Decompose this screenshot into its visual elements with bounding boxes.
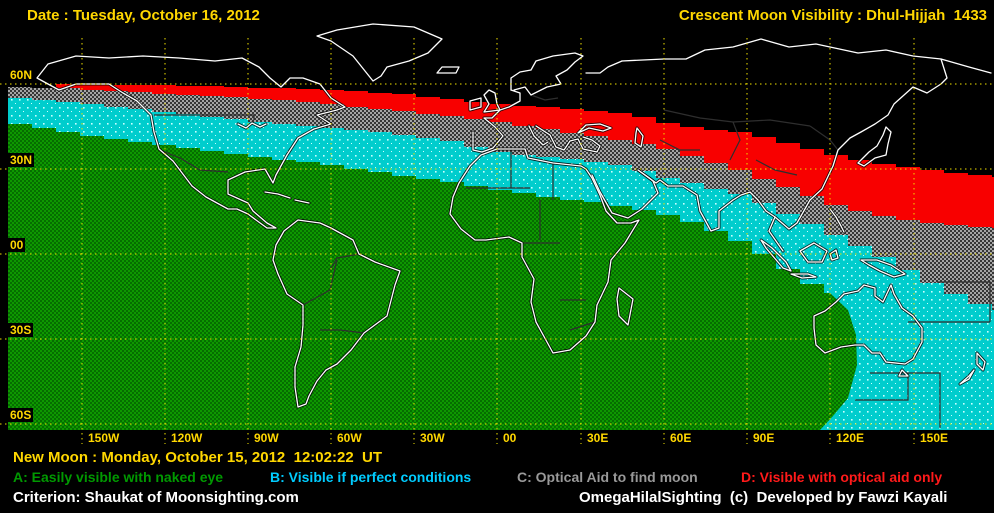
- credit-label: OmegaHilalSighting (c) Developed by Fawz…: [579, 489, 948, 506]
- criterion-label: Criterion: Shaukat of Moonsighting.com: [13, 489, 299, 506]
- lon-label-30E: 30E: [585, 431, 611, 445]
- coastlines: [36, 23, 992, 408]
- legend-item-d: D: Visible with optical aid only: [741, 469, 943, 485]
- lon-label-150E: 150E: [918, 431, 951, 445]
- lon-label-120W: 120W: [169, 431, 205, 445]
- graticule: [0, 38, 994, 444]
- country-borders: [154, 94, 991, 428]
- lon-label-30W: 30W: [418, 431, 447, 445]
- legend-item-a: A: Easily visible with naked eye: [13, 469, 224, 485]
- lon-label-90E: 90E: [751, 431, 777, 445]
- new-moon-label: New Moon : Monday, October 15, 2012 12:0…: [13, 449, 382, 466]
- legend-item-b: B: Visible if perfect conditions: [270, 469, 472, 485]
- lat-label-30N: 30N: [8, 153, 35, 167]
- lon-label-120E: 120E: [834, 431, 867, 445]
- lat-label-60N: 60N: [8, 68, 35, 82]
- date-label: Date : Tuesday, October 16, 2012: [27, 7, 260, 24]
- page-title: Crescent Moon Visibility : Dhul-Hijjah 1…: [678, 7, 987, 24]
- lat-label-00: 00: [8, 238, 26, 252]
- zone-a-region: [8, 124, 857, 430]
- lat-label-30S: 30S: [8, 323, 34, 337]
- lon-label-00: 00: [501, 431, 519, 445]
- legend-item-c: C: Optical Aid to find moon: [517, 469, 698, 485]
- lon-label-150W: 150W: [86, 431, 122, 445]
- lon-label-60E: 60E: [668, 431, 694, 445]
- lon-label-60W: 60W: [335, 431, 364, 445]
- lat-label-60S: 60S: [8, 408, 34, 422]
- lon-label-90W: 90W: [252, 431, 281, 445]
